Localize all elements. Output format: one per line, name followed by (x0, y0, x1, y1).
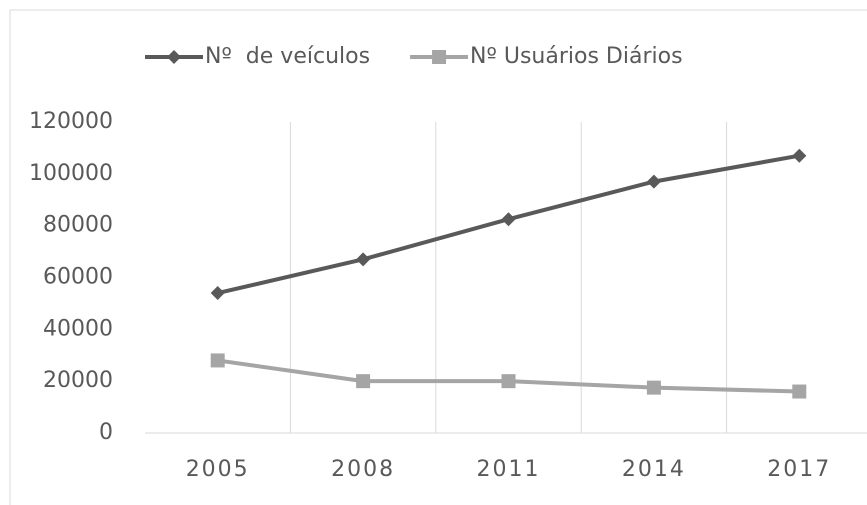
chart-border (9, 9, 867, 505)
marker (210, 286, 225, 301)
marker (792, 384, 807, 399)
marker (792, 148, 807, 163)
y-tick-label: 120000 (29, 109, 113, 134)
marker (432, 50, 447, 64)
y-tick-label: 0 (99, 420, 113, 445)
x-tick-label: 2011 (477, 457, 541, 482)
marker (646, 380, 661, 395)
marker (210, 353, 225, 368)
marker (646, 174, 661, 189)
marker (356, 374, 371, 389)
y-tick-label: 60000 (43, 265, 113, 290)
x-tick-label: 2005 (186, 457, 250, 482)
y-tick-label: 20000 (43, 368, 113, 393)
marker (167, 50, 181, 64)
marker (356, 252, 371, 267)
x-tick-label: 2008 (331, 457, 395, 482)
y-tick-label: 80000 (43, 213, 113, 238)
x-tick-label: 2014 (622, 457, 686, 482)
marker (501, 212, 516, 227)
y-tick-label: 40000 (43, 316, 113, 341)
x-tick-label: 2017 (767, 457, 831, 482)
legend-label: Nº Usuários Diários (470, 44, 683, 69)
y-tick-label: 100000 (29, 161, 113, 186)
marker (501, 374, 516, 389)
legend-label: Nº de veículos (205, 44, 370, 69)
